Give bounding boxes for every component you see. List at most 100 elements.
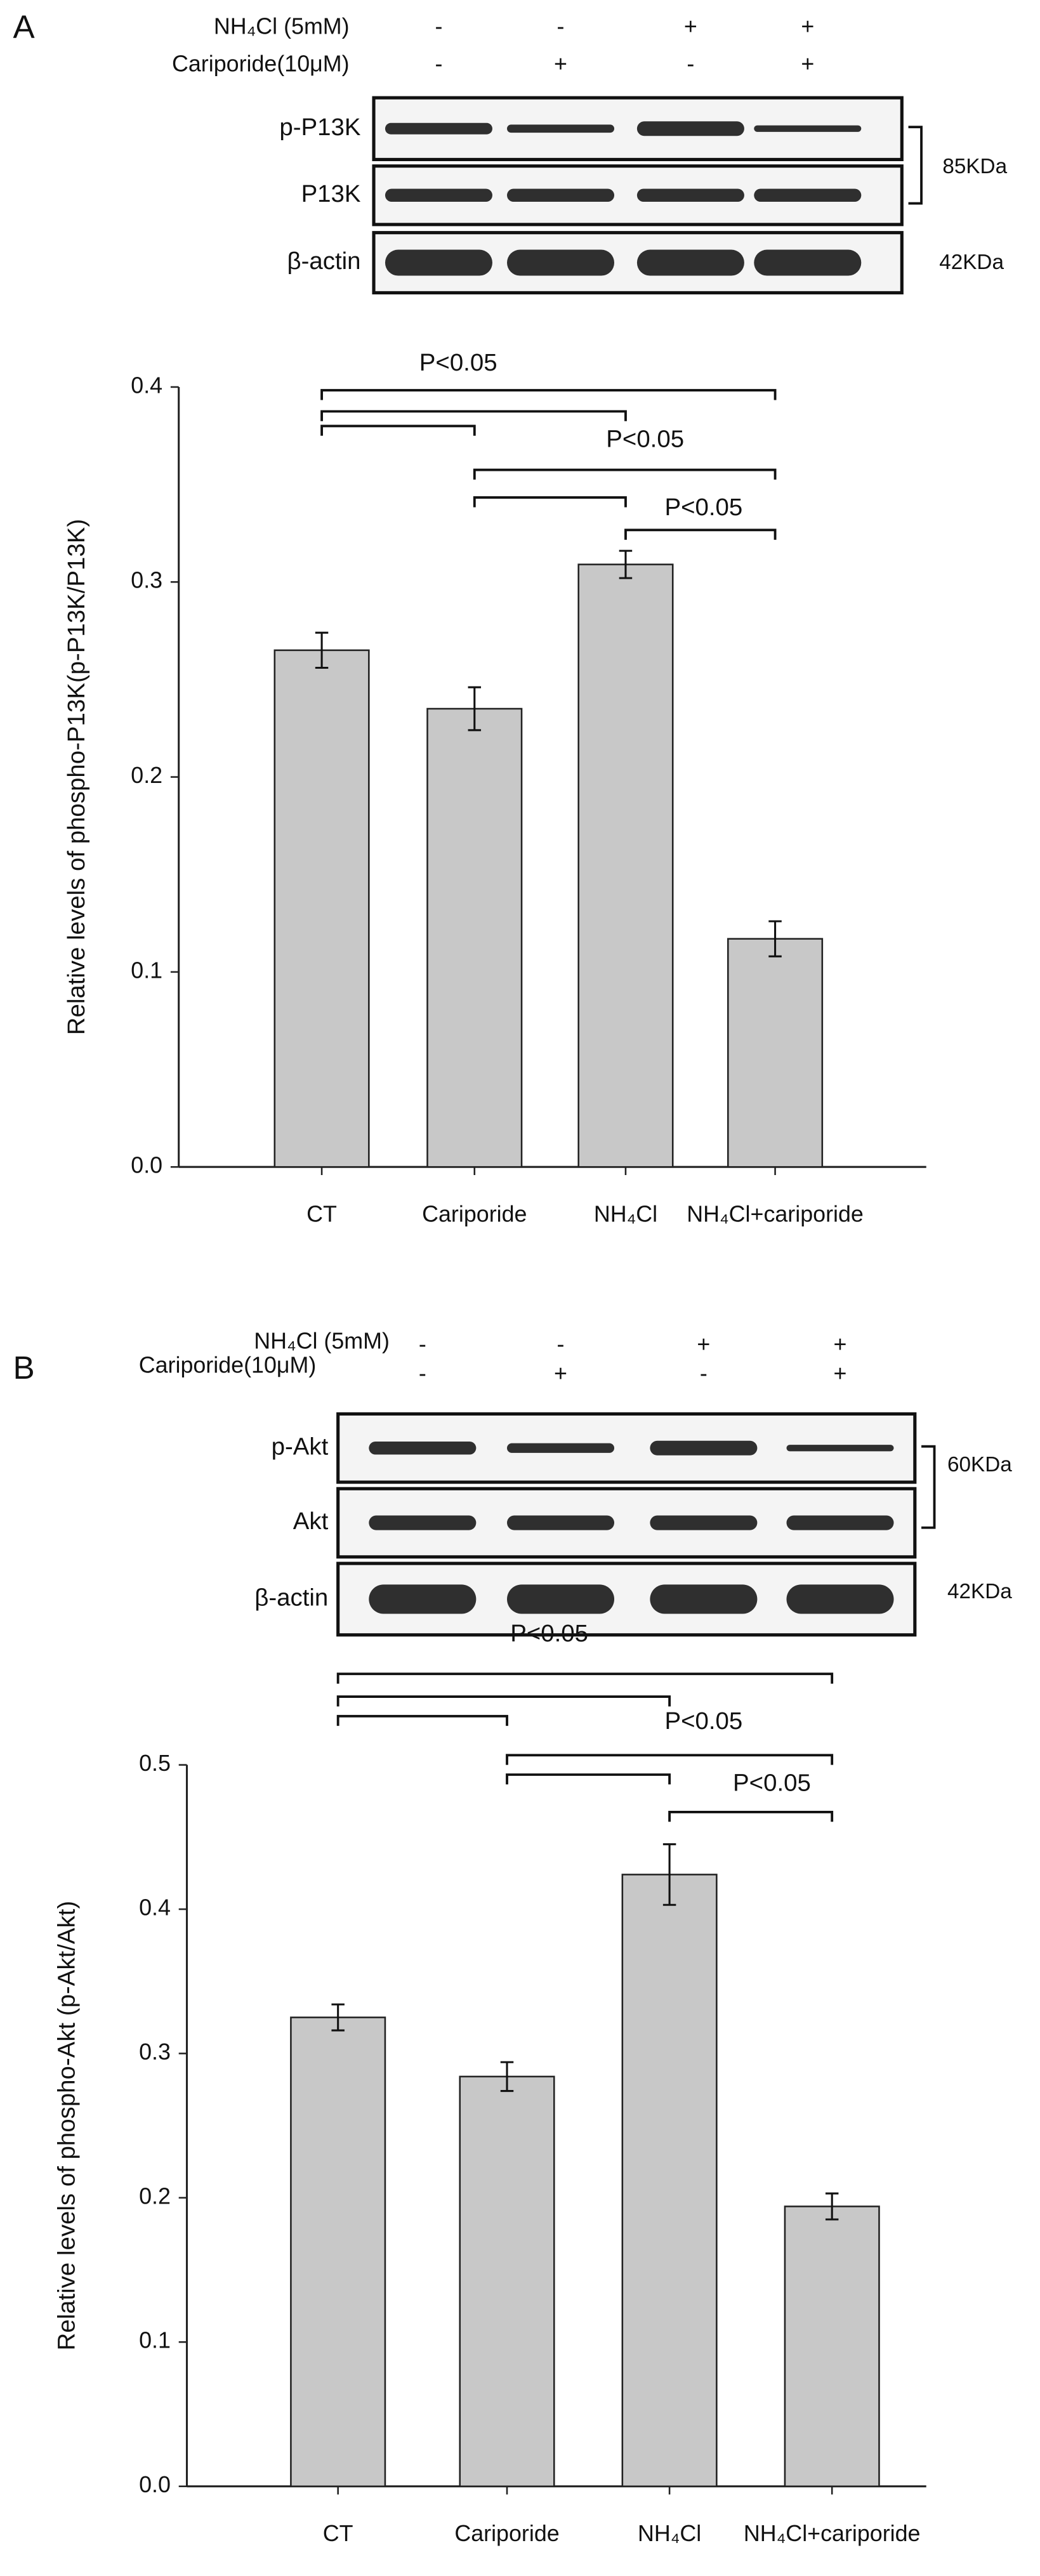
bar: [273, 649, 370, 1168]
weight-label: 60KDa: [947, 1453, 1012, 1476]
blot-band: [786, 1584, 894, 1614]
treatment-sign: +: [801, 51, 814, 76]
blot-band: [369, 1442, 477, 1455]
weight-bracket: [921, 1445, 936, 1529]
treatment-sign: -: [557, 1331, 565, 1357]
y-tick-label: 0.5: [139, 1751, 171, 1776]
significance-label: P<0.05: [733, 1770, 811, 1797]
significance-bracket: [336, 1695, 671, 1707]
blot-label: β-actin: [287, 247, 361, 275]
bar: [727, 938, 824, 1168]
blot-band: [786, 1445, 894, 1452]
blot-band: [507, 188, 615, 202]
treatment-sign: +: [834, 1331, 847, 1357]
blot-band: [369, 1584, 477, 1614]
error-bar: [662, 1843, 676, 1906]
x-tick-label: Cariporide: [422, 1202, 527, 1227]
bar: [459, 2075, 555, 2487]
x-tick-label: NH₄Cl+cariporide: [687, 1202, 864, 1227]
x-tick-label: CT: [323, 2521, 353, 2546]
y-tick-label: 0.0: [139, 2472, 171, 2497]
error-bar: [331, 2003, 345, 2032]
error-bar: [768, 920, 782, 957]
weight-label: 42KDa: [947, 1580, 1012, 1603]
blot-band: [385, 122, 492, 135]
significance-label: P<0.05: [664, 494, 742, 521]
significance-label: P<0.05: [510, 1620, 588, 1647]
treatment-sign: +: [684, 13, 697, 39]
y-tick-label: 0.1: [139, 2328, 171, 2353]
significance-bracket: [320, 410, 627, 421]
treatment-sign: -: [687, 51, 694, 76]
blot-band: [754, 249, 862, 276]
significance-bracket: [506, 1773, 671, 1785]
treatment-sign: +: [834, 1360, 847, 1386]
treatment-sign: -: [419, 1360, 426, 1386]
significance-bracket: [336, 1714, 508, 1726]
significance-bracket: [668, 1810, 834, 1822]
significance-bracket: [506, 1754, 834, 1765]
blot-band: [507, 1443, 615, 1453]
bar: [290, 2016, 386, 2487]
treatment-sign: -: [435, 13, 442, 39]
blot-band: [636, 188, 744, 202]
significance-bracket: [320, 389, 777, 400]
blot-band: [650, 1584, 758, 1614]
blot-band: [636, 249, 744, 276]
y-tick-label: 0.3: [139, 2039, 171, 2065]
weight-bracket: [908, 126, 923, 205]
blot-label: Akt: [293, 1508, 329, 1535]
y-tick-label: 0.4: [139, 1895, 171, 1921]
treatment-label: Cariporide(10μM): [172, 51, 350, 76]
blot-label: P13K: [301, 180, 361, 207]
y-tick-label: 0.0: [131, 1153, 162, 1178]
blot-band: [385, 249, 492, 276]
treatment-sign: +: [554, 51, 567, 76]
y-tick-label: 0.2: [131, 763, 162, 788]
error-bar: [500, 2061, 514, 2093]
bar: [577, 563, 674, 1168]
treatment-sign: -: [419, 1331, 426, 1357]
blot-band: [650, 1440, 758, 1456]
bar: [784, 2205, 880, 2487]
treatment-sign: +: [554, 1360, 567, 1386]
y-tick-label: 0.4: [131, 372, 162, 398]
blot-band: [507, 1584, 615, 1614]
y-tick-label: 0.2: [139, 2183, 171, 2209]
y-axis-label: Relative levels of phospho-P13K(p-P13K/P…: [63, 519, 90, 1035]
treatment-sign: -: [700, 1360, 708, 1386]
panel-label: B: [13, 1350, 34, 1386]
blot-band: [385, 188, 492, 202]
significance-label: P<0.05: [419, 349, 497, 376]
x-tick-label: Cariporide: [454, 2521, 559, 2546]
bar: [621, 1874, 718, 2487]
blot-band: [369, 1515, 477, 1530]
blot-label: β-actin: [254, 1584, 328, 1612]
blot-band: [754, 125, 862, 132]
significance-bracket: [336, 1672, 834, 1684]
treatment-sign: -: [435, 51, 442, 76]
weight-label: 85KDa: [942, 155, 1007, 178]
x-tick-label: NH₄Cl: [594, 1202, 657, 1227]
blot-band: [786, 1515, 894, 1530]
significance-bracket: [473, 468, 777, 480]
significance-bracket: [624, 529, 777, 540]
significance-bracket: [473, 496, 627, 508]
blot-label: p-P13K: [279, 114, 360, 141]
bar: [426, 707, 523, 1168]
error-bar: [468, 686, 482, 732]
treatment-sign: +: [697, 1331, 710, 1357]
error-bar: [315, 631, 329, 669]
x-tick-label: NH₄Cl+cariporide: [744, 2521, 921, 2546]
significance-label: P<0.05: [606, 426, 684, 453]
weight-label: 42KDa: [939, 251, 1004, 274]
y-tick-label: 0.1: [131, 957, 162, 983]
blot-band: [650, 1515, 758, 1530]
x-tick-label: CT: [306, 1202, 337, 1227]
treatment-label: NH₄Cl (5mM): [214, 13, 350, 39]
blot-band: [507, 124, 615, 133]
treatment-label: NH₄Cl (5mM): [254, 1328, 390, 1353]
significance-label: P<0.05: [664, 1707, 742, 1735]
